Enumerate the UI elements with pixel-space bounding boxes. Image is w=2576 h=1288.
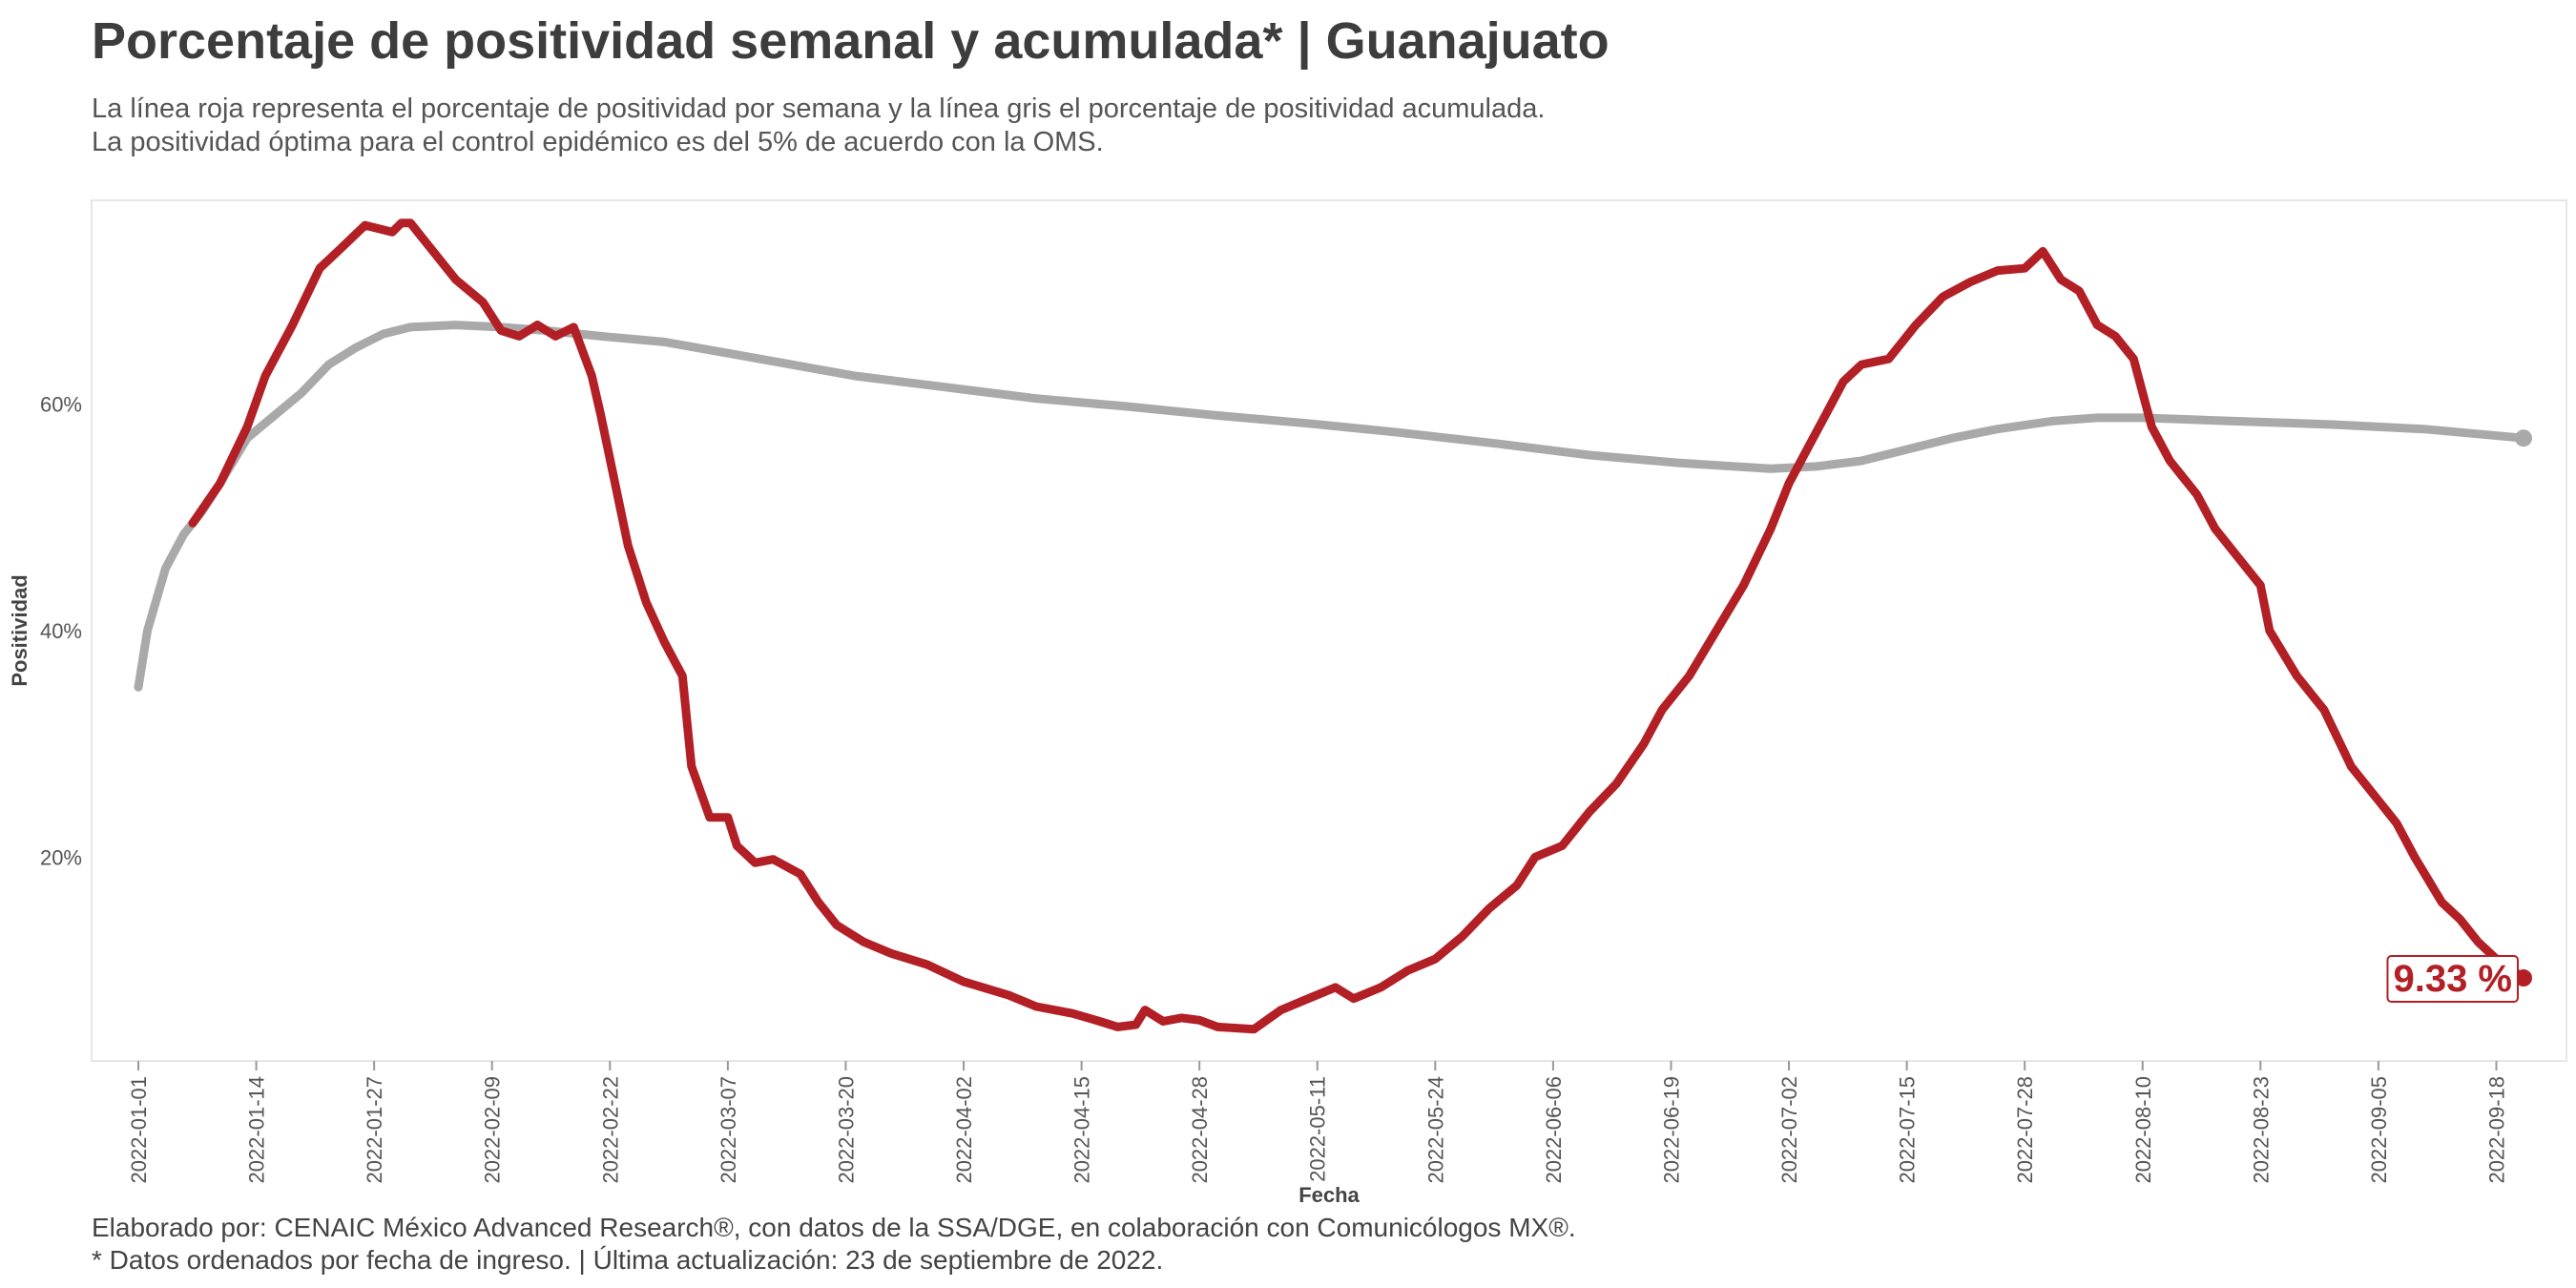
chart-subtitle-line-2: La positividad óptima para el control ep… [92,127,1104,157]
x-tick-label: 2022-04-02 [952,1076,976,1184]
chart-caption-line-2: * Datos ordenados por fecha de ingreso. … [92,1245,1164,1275]
x-tick-label: 2022-01-27 [363,1076,386,1184]
x-axis-title: Fecha [1298,1183,1360,1207]
x-tick-label: 2022-01-14 [245,1076,269,1184]
x-tick-label: 2022-09-05 [2367,1076,2391,1184]
x-tick-label: 2022-07-28 [2013,1076,2037,1184]
x-tick-label: 2022-02-09 [481,1076,505,1184]
chart-title: Porcentaje de positividad semanal y acum… [92,12,1610,70]
x-tick-label: 2022-07-02 [1777,1076,1801,1184]
y-axis-title: Positividad [8,574,31,686]
x-tick-label: 2022-02-22 [598,1076,622,1184]
end-value-label: 9.33 % [2386,955,2519,1004]
cumulative-end-point [2515,429,2532,447]
x-tick-label: 2022-04-28 [1188,1076,1212,1184]
x-tick-label: 2022-05-11 [1306,1076,1330,1182]
chart-subtitle-line-1: La línea roja representa el porcentaje d… [92,93,1546,124]
x-tick-label: 2022-05-24 [1423,1076,1447,1184]
series-line-weekly [188,218,2528,1034]
x-tick-label: 2022-03-20 [834,1076,858,1184]
x-tick-label: 2022-08-23 [2249,1076,2273,1184]
y-tick-label: 40% [40,619,82,643]
end-value-label-text: 9.33 % [2393,958,2512,1000]
weekly-end-point [2515,969,2532,987]
x-tick-label: 2022-06-06 [1542,1076,1566,1184]
x-tick-label: 2022-09-18 [2484,1076,2508,1184]
x-tick-label: 2022-08-10 [2131,1076,2155,1184]
plot-panel [91,199,2567,1062]
y-tick-label: 20% [40,845,82,869]
series-line-cumulative [134,321,2528,692]
y-axis: 20% 40% 60% [40,393,82,870]
end-value-label-box [2386,955,2519,1004]
x-axis: 2022-01-01 2022-01-14 2022-01-27 2022-02-09… [127,1061,2508,1184]
x-tick-label: 2022-03-07 [717,1076,740,1184]
x-tick-label: 2022-07-15 [1896,1076,1920,1184]
x-tick-label: 2022-06-19 [1659,1076,1683,1184]
x-tick-label: 2022-04-15 [1070,1076,1094,1184]
y-tick-label: 60% [40,393,82,417]
chart-caption-line-1: Elaborado por: CENAIC México Advanced Re… [92,1213,1576,1242]
x-tick-label: 2022-01-01 [127,1076,151,1184]
